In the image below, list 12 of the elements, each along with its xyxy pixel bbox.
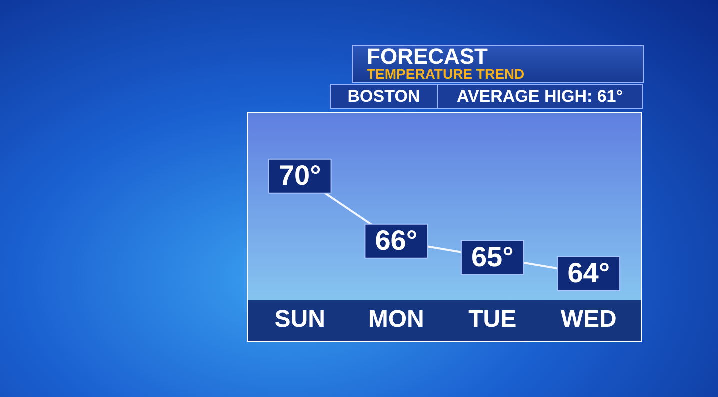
x-tick-label: SUN: [274, 306, 326, 334]
text: AVERAGE HIGH: 61°: [437, 84, 643, 109]
text: BOSTON: [330, 84, 438, 109]
chart-title: FORECAST: [367, 44, 488, 69]
x-tick-label: MON: [368, 306, 424, 334]
x-tick-label: TUE: [468, 306, 517, 334]
data-label: 65°: [471, 241, 514, 272]
data-label: 70°: [278, 160, 322, 192]
data-label: 64°: [568, 258, 610, 289]
chart-subtitle: TEMPERATURE TREND: [367, 66, 525, 82]
data-label: 66°: [375, 225, 418, 256]
x-tick-label: WED: [560, 306, 617, 334]
